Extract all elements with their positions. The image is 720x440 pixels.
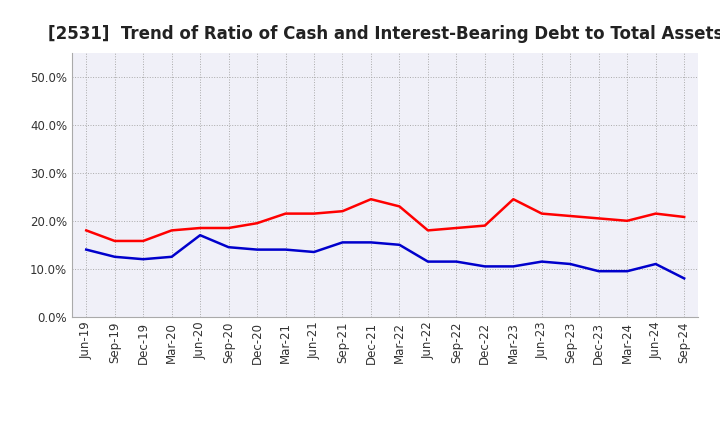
Cash: [623, 218, 631, 224]
Interest-Bearing Debt: [652, 261, 660, 267]
Interest-Bearing Debt: [595, 268, 603, 274]
Cash: [680, 214, 688, 220]
Cash: [595, 216, 603, 221]
Interest-Bearing Debt: [82, 247, 91, 252]
Interest-Bearing Debt: [423, 259, 432, 264]
Interest-Bearing Debt: [253, 247, 261, 252]
Cash: [566, 213, 575, 219]
Cash: [167, 228, 176, 233]
Line: Interest-Bearing Debt: Interest-Bearing Debt: [86, 235, 684, 279]
Cash: [110, 238, 119, 244]
Cash: [509, 197, 518, 202]
Interest-Bearing Debt: [537, 259, 546, 264]
Interest-Bearing Debt: [395, 242, 404, 247]
Interest-Bearing Debt: [366, 240, 375, 245]
Cash: [338, 209, 347, 214]
Cash: [395, 204, 404, 209]
Cash: [196, 225, 204, 231]
Interest-Bearing Debt: [282, 247, 290, 252]
Interest-Bearing Debt: [509, 264, 518, 269]
Interest-Bearing Debt: [680, 276, 688, 281]
Cash: [480, 223, 489, 228]
Interest-Bearing Debt: [196, 233, 204, 238]
Interest-Bearing Debt: [480, 264, 489, 269]
Interest-Bearing Debt: [310, 249, 318, 255]
Interest-Bearing Debt: [225, 245, 233, 250]
Interest-Bearing Debt: [338, 240, 347, 245]
Cash: [282, 211, 290, 216]
Interest-Bearing Debt: [452, 259, 461, 264]
Title: [2531]  Trend of Ratio of Cash and Interest-Bearing Debt to Total Assets: [2531] Trend of Ratio of Cash and Intere…: [48, 25, 720, 43]
Cash: [452, 225, 461, 231]
Interest-Bearing Debt: [167, 254, 176, 260]
Cash: [310, 211, 318, 216]
Cash: [423, 228, 432, 233]
Cash: [537, 211, 546, 216]
Cash: [652, 211, 660, 216]
Line: Cash: Cash: [86, 199, 684, 241]
Interest-Bearing Debt: [566, 261, 575, 267]
Cash: [366, 197, 375, 202]
Interest-Bearing Debt: [623, 268, 631, 274]
Cash: [82, 228, 91, 233]
Interest-Bearing Debt: [110, 254, 119, 260]
Cash: [139, 238, 148, 244]
Interest-Bearing Debt: [139, 257, 148, 262]
Cash: [253, 220, 261, 226]
Cash: [225, 225, 233, 231]
Legend: Cash, Interest-Bearing Debt: Cash, Interest-Bearing Debt: [231, 435, 539, 440]
